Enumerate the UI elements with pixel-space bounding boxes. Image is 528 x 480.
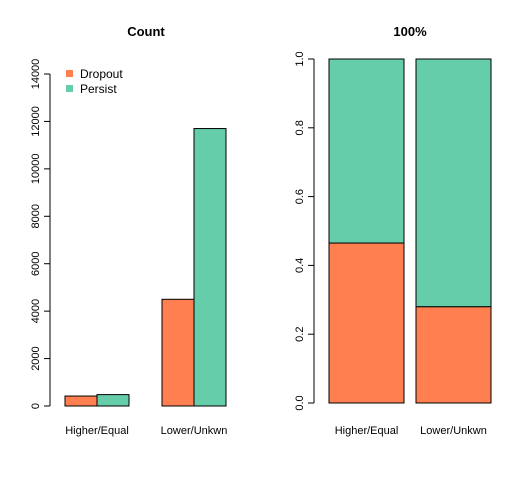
- category-label: Higher/Equal: [335, 425, 399, 437]
- category-label: Lower/Unkwn: [420, 425, 487, 437]
- bar-dropout-1: [161, 298, 195, 407]
- y-tick-label: 0: [30, 403, 42, 409]
- legend-label-persist: Persist: [80, 82, 117, 96]
- y-tick-label: 0.8: [294, 120, 306, 135]
- stack-persist-0: [328, 58, 405, 244]
- legend-label-dropout: Dropout: [80, 67, 123, 81]
- y-tick-label: 0.6: [294, 189, 306, 204]
- y-tick-label: 12000: [30, 106, 42, 137]
- count-chart-title: Count: [127, 24, 165, 39]
- count-legend: Dropout Persist: [66, 67, 123, 96]
- bar-persist-1: [193, 128, 227, 407]
- category-label: Higher/Equal: [65, 425, 129, 437]
- y-tick-label: 0.2: [294, 327, 306, 342]
- percent-bars: [328, 58, 492, 404]
- y-tick-label: 2000: [30, 346, 42, 370]
- stack-dropout-0: [328, 242, 405, 404]
- count-panel: Count 0 2000 4000 6000 8000 10000 12000 14000 H…: [30, 24, 227, 437]
- bar-dropout-0: [64, 395, 98, 407]
- y-tick-label: 0.0: [294, 395, 306, 410]
- stack-persist-1: [415, 58, 492, 308]
- legend-swatch-persist: [66, 85, 73, 92]
- y-tick-label: 8000: [30, 204, 42, 228]
- y-tick-label: 4000: [30, 299, 42, 323]
- percent-panel: 100% 0.0 0.2 0.4 0.6 0.8 1.0 Higher/Equal Lowe…: [294, 24, 492, 437]
- count-category-labels: Higher/Equal Lower/Unkwn: [65, 425, 227, 437]
- y-tick-label: 6000: [30, 251, 42, 275]
- count-bars: [64, 128, 227, 407]
- count-y-axis: 0 2000 4000 6000 8000 10000 12000 14000: [30, 59, 51, 409]
- percent-chart-title: 100%: [393, 24, 427, 39]
- legend-swatch-dropout: [66, 70, 73, 77]
- percent-y-axis: 0.0 0.2 0.4 0.6 0.8 1.0: [294, 51, 315, 411]
- bar-persist-0: [96, 394, 130, 407]
- y-tick-label: 0.4: [294, 258, 306, 273]
- stack-dropout-1: [415, 306, 492, 404]
- y-tick-label: 10000: [30, 154, 42, 185]
- y-tick-label: 14000: [30, 59, 42, 90]
- y-tick-label: 1.0: [294, 51, 306, 66]
- category-label: Lower/Unkwn: [161, 425, 228, 437]
- percent-category-labels: Higher/Equal Lower/Unkwn: [335, 425, 487, 437]
